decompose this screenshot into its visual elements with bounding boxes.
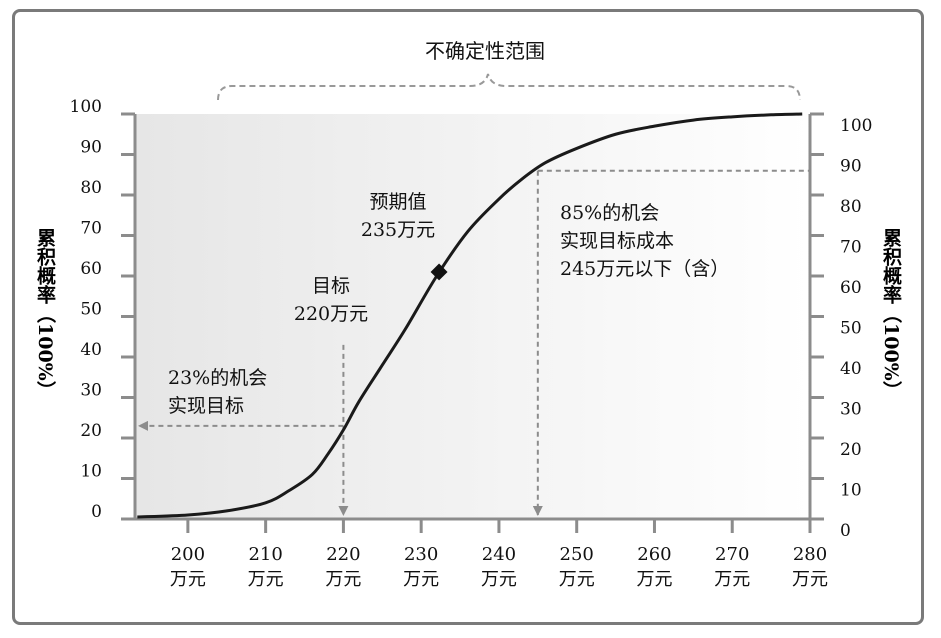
y-tick-label-left: 50 [80, 300, 102, 320]
y-tick-label-left: 30 [80, 381, 102, 401]
y-tick-label-left: 80 [80, 178, 102, 198]
x-tick-label: 250 [560, 544, 594, 565]
x-tick-label: 200 [171, 544, 205, 565]
y-tick-label-right: 100 [840, 116, 872, 136]
y-tick-label-right: 0 [840, 521, 851, 541]
y-tick-label-left: 100 [70, 97, 102, 117]
annotation-85-percent: 85%的机会 [560, 202, 659, 224]
x-tick-unit: 万元 [403, 569, 439, 590]
uncertainty-brace [217, 73, 801, 101]
y-axis-title-right: 累积概率（100%） [880, 228, 902, 400]
y-tick-label-left: 20 [80, 421, 102, 441]
y-tick-label-left: 40 [80, 340, 102, 360]
annotation-expected-value: 预期值 [369, 191, 426, 213]
y-tick-label-left: 90 [80, 138, 102, 158]
y-tick-label-left: 60 [80, 259, 102, 279]
annotation-85-percent: 实现目标成本 [560, 230, 674, 252]
y-axis-title-left: 累积概率（100%） [34, 228, 56, 400]
annotation-expected-value: 235万元 [361, 219, 435, 241]
y-tick-label-left: 0 [91, 502, 102, 522]
y-tick-label-right: 80 [840, 197, 862, 217]
x-tick-label: 280 [793, 544, 827, 565]
x-tick-unit: 万元 [248, 569, 284, 590]
x-tick-label: 240 [482, 544, 516, 565]
x-tick-label: 260 [637, 544, 671, 565]
y-tick-label-right: 40 [840, 359, 862, 379]
x-tick-label: 270 [715, 544, 749, 565]
plot-area [135, 114, 810, 519]
x-tick-label: 230 [404, 544, 438, 565]
y-tick-label-right: 90 [840, 157, 862, 177]
annotation-target: 220万元 [294, 303, 368, 325]
x-tick-label: 210 [248, 544, 282, 565]
x-tick-label: 220 [326, 544, 360, 565]
y-tick-label-right: 50 [840, 319, 862, 339]
expected-value-marker [430, 263, 448, 281]
y-tick-label-left: 10 [80, 462, 102, 482]
y-tick-label-right: 20 [840, 440, 862, 460]
y-tick-label-right: 10 [840, 481, 862, 501]
x-tick-unit: 万元 [170, 569, 206, 590]
y-tick-label-right: 30 [840, 400, 862, 420]
annotation-85-percent: 245万元以下（含） [560, 258, 729, 280]
chart-title: 不确定性范围 [425, 39, 545, 63]
y-tick-label-left: 70 [80, 219, 102, 239]
y-tick-label-right: 60 [840, 278, 862, 298]
x-tick-unit: 万元 [792, 569, 828, 590]
x-tick-unit: 万元 [325, 569, 361, 590]
annotation-23-percent: 实现目标 [168, 395, 244, 417]
x-tick-unit: 万元 [559, 569, 595, 590]
annotation-target: 目标 [312, 275, 350, 297]
chart-frame [12, 9, 924, 625]
x-tick-unit: 万元 [481, 569, 517, 590]
x-tick-unit: 万元 [714, 569, 750, 590]
y-tick-label-right: 70 [840, 238, 862, 258]
annotation-23-percent: 23%的机会 [168, 367, 267, 389]
x-tick-unit: 万元 [636, 569, 672, 590]
